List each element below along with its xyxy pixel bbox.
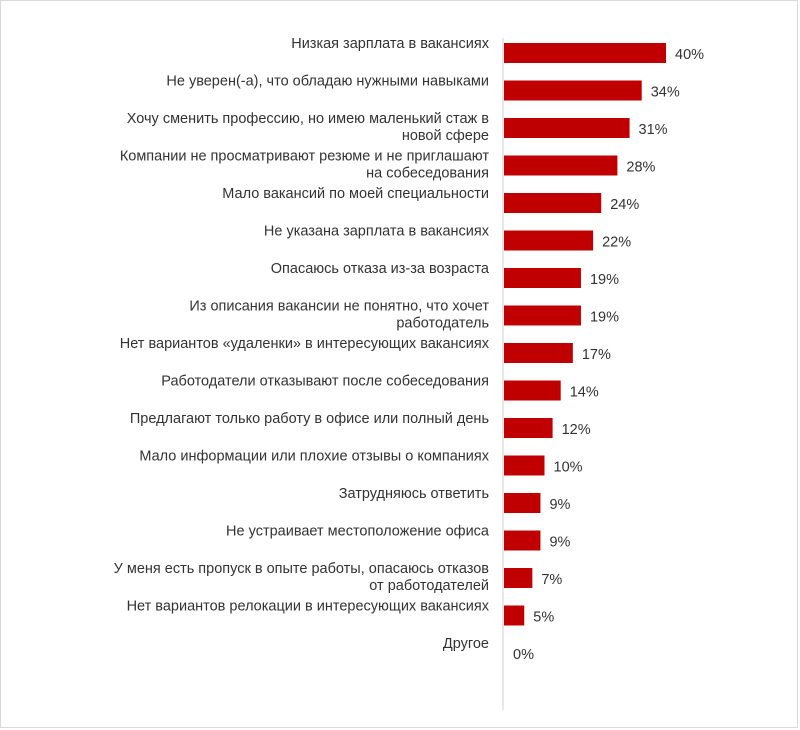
category-label: Работодатели отказывают после собеседова…: [161, 374, 489, 390]
category-label: Хочу сменить профессию, но имею маленьки…: [127, 111, 490, 144]
category-label-line: Не устраивает местоположение офиса: [226, 524, 490, 540]
category-label-line: Работодатели отказывают после собеседова…: [161, 374, 489, 390]
data-label: 22%: [602, 235, 631, 251]
category-label-line: Затрудняюсь ответить: [339, 486, 489, 502]
bar: [504, 80, 642, 101]
category-label: Низкая зарплата в вакансиях: [291, 36, 490, 52]
bar: [504, 268, 581, 288]
category-label-line: Мало вакансий по моей специальности: [222, 186, 489, 202]
data-label: 0%: [513, 647, 534, 663]
data-label: 31%: [639, 122, 668, 138]
category-label-line: Опасаюсь отказа из-за возраста: [271, 261, 490, 277]
data-label: 17%: [582, 347, 611, 363]
data-label: 24%: [610, 197, 639, 213]
category-label-line: Предлагают только работу в офисе или пол…: [130, 411, 489, 427]
bar: [504, 43, 666, 63]
category-label: Нет вариантов «удаленки» в интересующих …: [120, 336, 490, 352]
category-label: Не уверен(-а), что обладаю нужными навык…: [166, 74, 489, 90]
bar: [504, 155, 618, 176]
bar: [504, 118, 630, 138]
category-label-line: Не указана зарплата в вакансиях: [264, 224, 490, 240]
bar: [504, 493, 541, 513]
category-label: Затрудняюсь ответить: [339, 486, 489, 502]
category-label: Другое: [443, 636, 489, 652]
category-label-line: Не уверен(-а), что обладаю нужными навык…: [166, 74, 489, 90]
data-label: 7%: [541, 572, 562, 588]
category-label: Не указана зарплата в вакансиях: [264, 224, 490, 240]
category-label: Предлагают только работу в офисе или пол…: [130, 411, 489, 427]
data-label: 28%: [626, 160, 655, 176]
category-label-line: на собеседования: [366, 166, 489, 182]
category-label-line: новой сфере: [402, 128, 489, 144]
category-label-line: Мало информации или плохие отзывы о комп…: [139, 449, 489, 465]
bar: [504, 605, 525, 626]
category-label: Компании не просматривают резюме и не пр…: [120, 149, 490, 182]
category-label: Не устраивает местоположение офиса: [226, 524, 490, 540]
bar: [504, 230, 594, 251]
category-label: Мало вакансий по моей специальности: [222, 186, 489, 202]
data-label: 10%: [554, 460, 583, 476]
category-label-line: Нет вариантов «удаленки» в интересующих …: [120, 336, 490, 352]
bar: [504, 380, 561, 401]
bar: [504, 455, 545, 476]
bar: [504, 568, 533, 588]
data-label: 19%: [590, 310, 619, 326]
data-label: 12%: [562, 422, 591, 438]
category-label-line: Хочу сменить профессию, но имею маленьки…: [127, 111, 490, 127]
category-label-line: Другое: [443, 636, 489, 652]
data-label: 9%: [549, 535, 570, 551]
category-label-line: Нет вариантов релокации в интересующих в…: [127, 599, 490, 615]
category-label-line: Из описания вакансии не понятно, что хоч…: [189, 299, 489, 315]
category-label: Нет вариантов релокации в интересующих в…: [127, 599, 490, 615]
category-label: Из описания вакансии не понятно, что хоч…: [189, 299, 489, 332]
bar: [504, 530, 541, 551]
category-label: У меня есть пропуск в опыте работы, опас…: [114, 561, 490, 594]
category-label-line: Низкая зарплата в вакансиях: [291, 36, 490, 52]
category-label: Опасаюсь отказа из-за возраста: [271, 261, 490, 277]
category-label-line: У меня есть пропуск в опыте работы, опас…: [114, 561, 490, 577]
data-label: 14%: [570, 385, 599, 401]
data-label: 34%: [651, 85, 680, 101]
bar: [504, 193, 602, 213]
category-label-line: от работодателей: [369, 578, 489, 594]
category-label-line: работодатель: [396, 316, 489, 332]
category-label-line: Компании не просматривают резюме и не пр…: [120, 149, 490, 165]
data-label: 40%: [675, 47, 704, 63]
data-label: 5%: [533, 610, 554, 626]
bar: [504, 343, 573, 363]
data-label: 19%: [590, 272, 619, 288]
bar: [504, 305, 581, 326]
bar: [504, 418, 553, 438]
data-label: 9%: [549, 497, 570, 513]
category-label: Мало информации или плохие отзывы о комп…: [139, 449, 489, 465]
